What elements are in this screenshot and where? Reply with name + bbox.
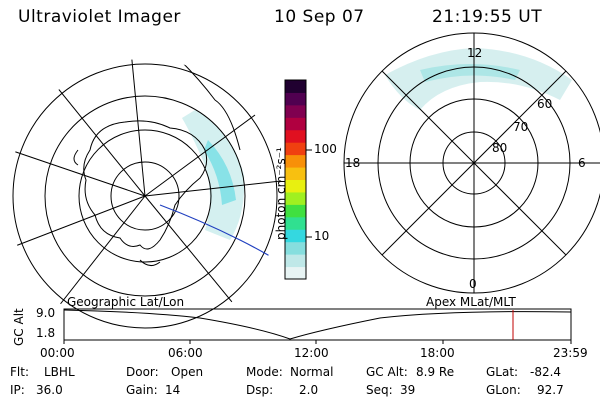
meridian-line xyxy=(144,114,256,197)
lat-circle xyxy=(110,161,180,231)
lat-label-60: 60 xyxy=(537,97,553,111)
glon-label: GLon: xyxy=(486,383,521,397)
colorbar-segment xyxy=(285,241,306,255)
lat-label-70: 70 xyxy=(513,120,529,134)
door-value: Open xyxy=(171,365,204,379)
altitude-curve xyxy=(63,309,572,340)
lat-circle xyxy=(78,129,212,263)
time-tick-1800: 18:00 xyxy=(420,346,455,360)
colorbar-segment xyxy=(285,266,306,280)
glat-label: GLat: xyxy=(486,365,519,379)
colorbar-segment xyxy=(285,104,306,118)
mlt-label-12: 12 xyxy=(467,46,483,60)
timeline-ymin: 1.8 xyxy=(36,326,56,340)
colorbar-segment xyxy=(285,129,306,143)
magnetic-polar-plot xyxy=(343,32,600,294)
ip-value: 36.0 xyxy=(36,383,63,397)
dsp-value: 2.0 xyxy=(299,383,319,397)
colorbar-tick-100: 100 xyxy=(314,142,337,156)
terminator-line xyxy=(159,204,281,263)
colorbar-segment xyxy=(285,92,306,106)
ip-label: IP: xyxy=(10,383,25,397)
timeline-left-label: Geographic Lat/Lon xyxy=(67,295,185,309)
colorbar-segment xyxy=(285,154,306,168)
aurora-glow-right xyxy=(385,48,572,110)
gc-alt-label: GC Alt: xyxy=(366,365,408,379)
mode-label: Mode: xyxy=(246,365,283,379)
image-time: 21:19:55 UT xyxy=(432,7,543,27)
colorbar-tick-10: 10 xyxy=(314,229,330,243)
dsp-label: Dsp: xyxy=(246,383,274,397)
colorbar-segment xyxy=(285,191,306,205)
seq-value: 39 xyxy=(400,383,416,397)
lat-circle xyxy=(44,95,246,297)
colorbar-unit-label: photon cm⁻²s⁻¹ xyxy=(274,147,288,240)
glat-value: -82.4 xyxy=(530,365,562,379)
seq-label: Seq: xyxy=(366,383,393,397)
antarctica-outline xyxy=(83,120,208,250)
gc-alt-value: 8.9 Re xyxy=(416,365,455,379)
altitude-timeline xyxy=(63,308,572,344)
colorbar-segment xyxy=(285,117,306,131)
colorbar xyxy=(285,80,306,280)
timeline-ymax: 9.0 xyxy=(36,306,56,320)
time-tick-0000: 00:00 xyxy=(40,346,75,360)
timeline-axis-label: GC Alt xyxy=(12,308,26,346)
image-date: 10 Sep 07 xyxy=(274,7,365,27)
meridian-line xyxy=(129,59,146,197)
filter-label: Flt: xyxy=(10,365,29,379)
mode-value: Normal xyxy=(290,365,334,379)
time-tick-1200: 12:00 xyxy=(294,346,329,360)
glon-value: 92.7 xyxy=(537,383,564,397)
meridian-line xyxy=(8,195,146,251)
colorbar-segment xyxy=(285,229,306,243)
colorbar-segment xyxy=(285,179,306,193)
mlt-label-6: 6 xyxy=(578,156,586,170)
colorbar-segment xyxy=(285,204,306,218)
lat-label-80: 80 xyxy=(492,141,508,155)
mlt-axis xyxy=(381,70,567,256)
door-label: Door: xyxy=(126,365,159,379)
geographic-map xyxy=(8,59,282,331)
lat-circle xyxy=(12,63,278,329)
gain-value: 14 xyxy=(165,383,181,397)
instrument-title: Ultraviolet Imager xyxy=(18,7,181,27)
colorbar-segment xyxy=(285,216,306,230)
mlt-label-18: 18 xyxy=(345,156,361,170)
mlt-label-0: 0 xyxy=(469,277,477,291)
filter-value: LBHL xyxy=(44,365,75,379)
aurora-glow-left xyxy=(182,110,245,240)
meridian-line xyxy=(144,179,282,197)
colorbar-segment xyxy=(285,167,306,180)
time-tick-0600: 06:00 xyxy=(168,346,203,360)
meridian-line xyxy=(34,59,146,197)
gain-label: Gain: xyxy=(126,383,158,397)
colorbar-segment xyxy=(285,142,306,156)
colorbar-segment xyxy=(285,80,306,93)
colorbar-segment xyxy=(285,254,306,268)
time-tick-2359: 23:59 xyxy=(553,346,588,360)
meridian-line xyxy=(9,149,146,197)
timeline-right-label: Apex MLat/MLT xyxy=(426,295,516,309)
